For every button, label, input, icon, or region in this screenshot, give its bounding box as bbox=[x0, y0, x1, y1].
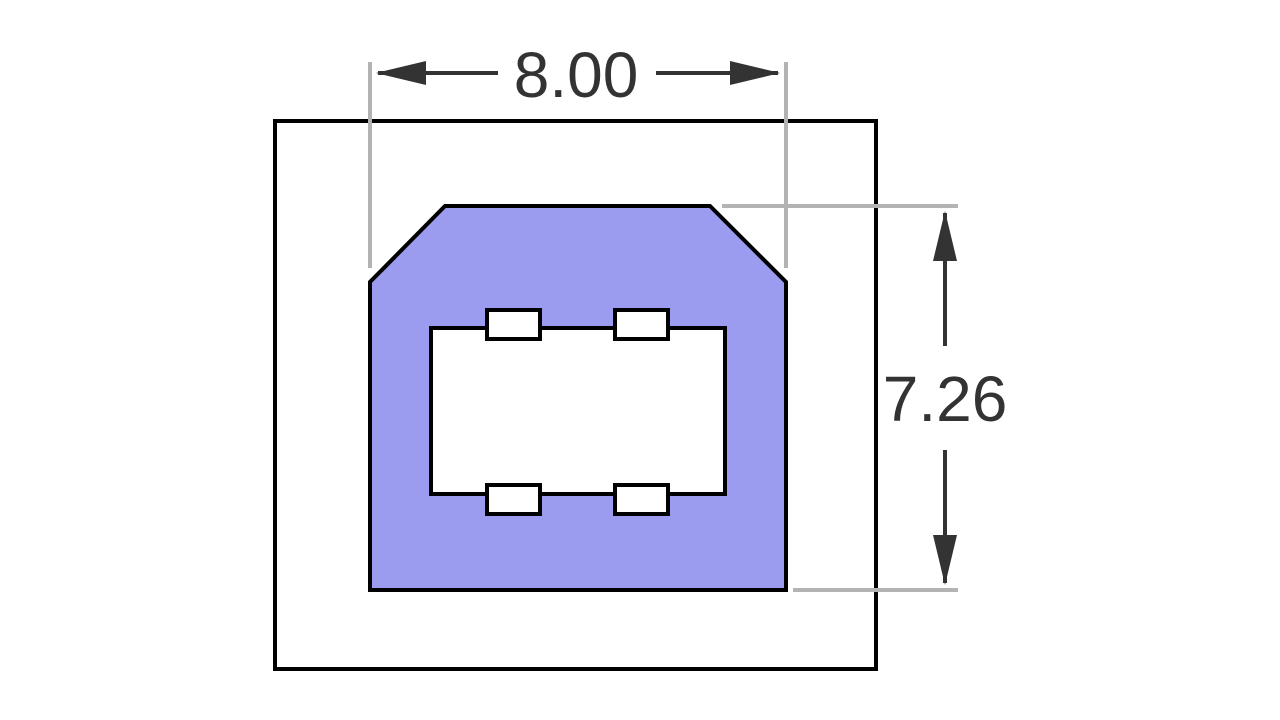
contact-pin-bottom-right bbox=[615, 485, 668, 514]
height-dimension-label: 7.26 bbox=[883, 363, 1008, 435]
contact-pin-top-right bbox=[615, 310, 668, 339]
contact-pin-top-left bbox=[487, 310, 540, 339]
width-dimension-label: 8.00 bbox=[514, 39, 639, 111]
inner-opening bbox=[431, 328, 725, 494]
contact-pin-bottom-left bbox=[487, 485, 540, 514]
